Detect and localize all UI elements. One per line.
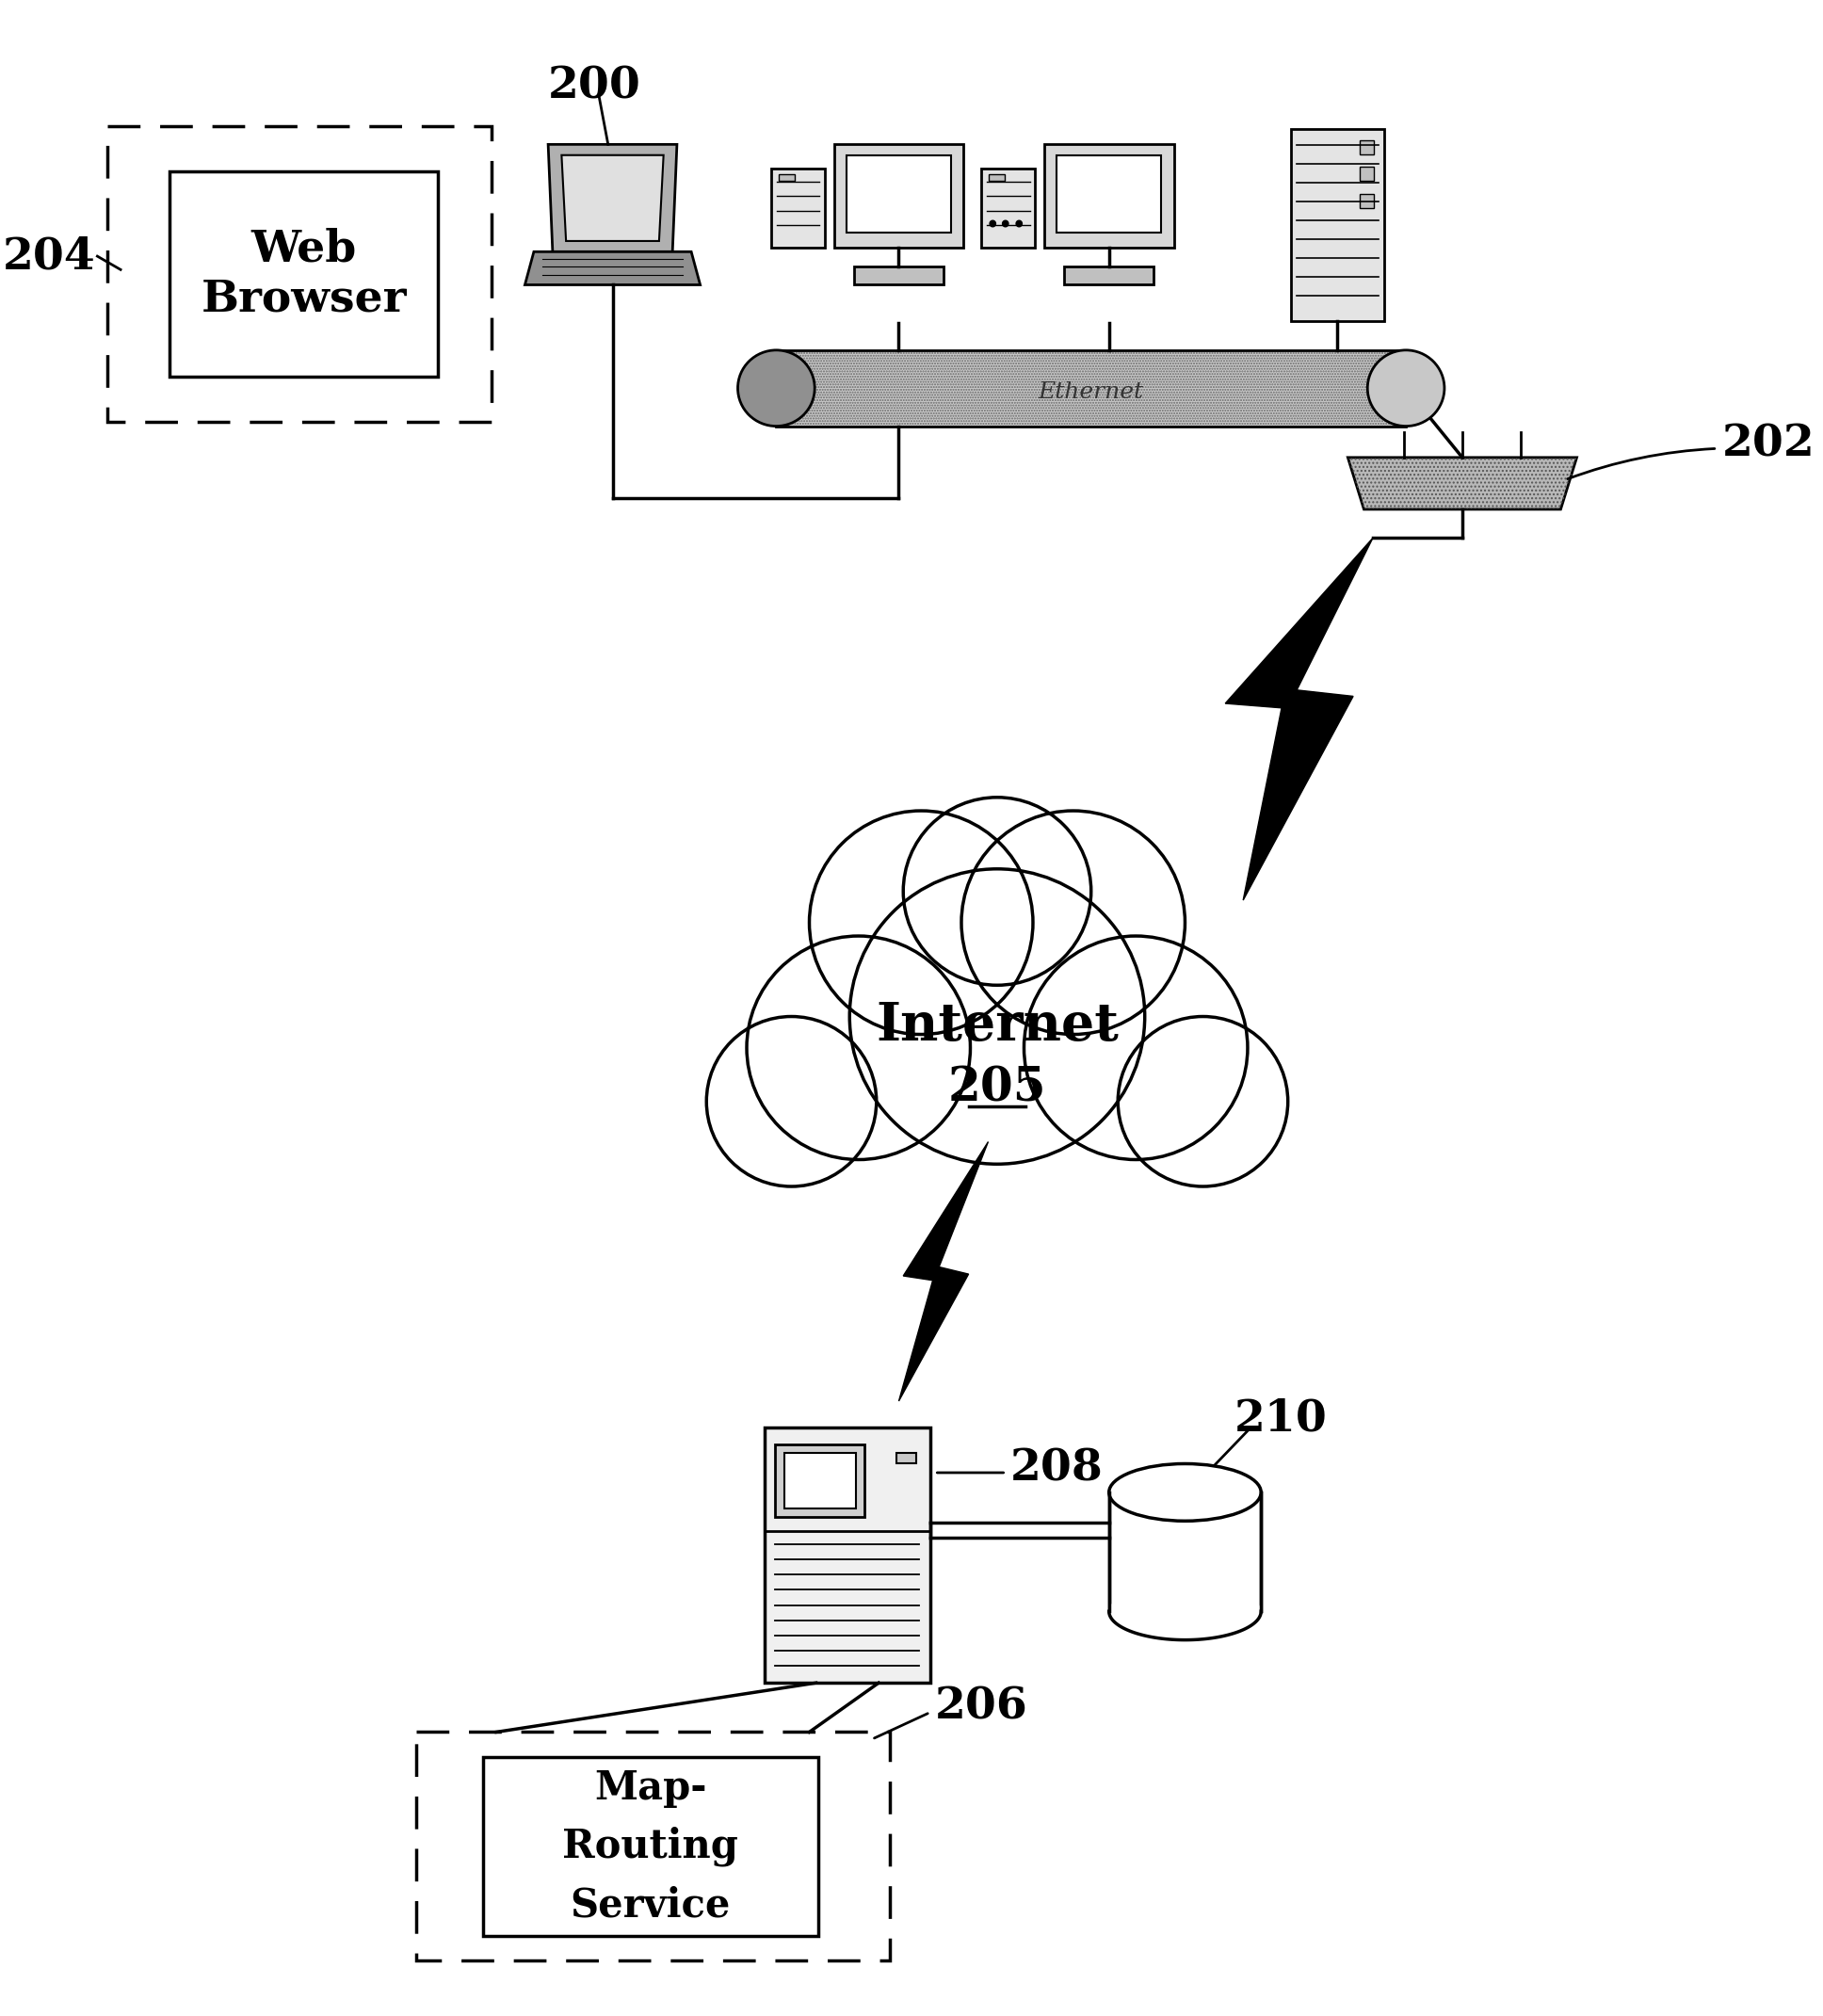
FancyBboxPatch shape — [853, 266, 944, 284]
FancyBboxPatch shape — [897, 1454, 915, 1464]
Text: 202: 202 — [1721, 423, 1814, 466]
FancyBboxPatch shape — [846, 155, 952, 234]
FancyBboxPatch shape — [764, 1427, 930, 1683]
FancyBboxPatch shape — [784, 1454, 855, 1508]
FancyBboxPatch shape — [108, 127, 492, 421]
FancyBboxPatch shape — [1065, 266, 1154, 284]
FancyBboxPatch shape — [778, 173, 795, 181]
Ellipse shape — [738, 351, 815, 425]
Polygon shape — [899, 1141, 988, 1401]
Circle shape — [809, 810, 1034, 1034]
Polygon shape — [1347, 458, 1577, 510]
FancyBboxPatch shape — [416, 1732, 890, 1960]
Polygon shape — [525, 252, 700, 284]
Text: Web
Browser: Web Browser — [201, 228, 407, 321]
Polygon shape — [1225, 538, 1373, 901]
Circle shape — [902, 798, 1092, 986]
Text: Internet: Internet — [875, 1000, 1119, 1050]
Circle shape — [961, 810, 1185, 1034]
Polygon shape — [549, 145, 676, 252]
Ellipse shape — [1108, 1464, 1262, 1520]
FancyBboxPatch shape — [771, 169, 826, 248]
Text: 208: 208 — [1010, 1447, 1103, 1490]
FancyBboxPatch shape — [1360, 194, 1375, 208]
FancyBboxPatch shape — [833, 145, 964, 248]
FancyBboxPatch shape — [1360, 167, 1375, 181]
Text: 200: 200 — [549, 65, 642, 109]
Text: 206: 206 — [935, 1685, 1028, 1728]
Ellipse shape — [1367, 351, 1444, 425]
FancyBboxPatch shape — [981, 169, 1035, 248]
Text: ...: ... — [986, 196, 1026, 236]
Text: Map-
Routing
Service: Map- Routing Service — [563, 1768, 738, 1925]
Text: Ethernet: Ethernet — [1039, 381, 1143, 403]
Text: 204: 204 — [2, 234, 95, 278]
Text: 210: 210 — [1234, 1397, 1327, 1441]
FancyBboxPatch shape — [1108, 1492, 1262, 1611]
Polygon shape — [561, 155, 664, 242]
FancyBboxPatch shape — [1291, 129, 1384, 321]
FancyBboxPatch shape — [1057, 155, 1161, 234]
FancyBboxPatch shape — [988, 173, 1004, 181]
FancyBboxPatch shape — [170, 171, 438, 377]
Ellipse shape — [1108, 1583, 1262, 1639]
Circle shape — [850, 869, 1145, 1163]
Text: 205: 205 — [948, 1064, 1046, 1111]
FancyBboxPatch shape — [1045, 145, 1174, 248]
FancyBboxPatch shape — [775, 1443, 864, 1518]
FancyBboxPatch shape — [1360, 139, 1375, 155]
FancyBboxPatch shape — [777, 351, 1406, 425]
Circle shape — [707, 1016, 877, 1187]
FancyBboxPatch shape — [483, 1758, 819, 1935]
Circle shape — [747, 935, 970, 1159]
Circle shape — [1025, 935, 1247, 1159]
Circle shape — [1117, 1016, 1287, 1187]
